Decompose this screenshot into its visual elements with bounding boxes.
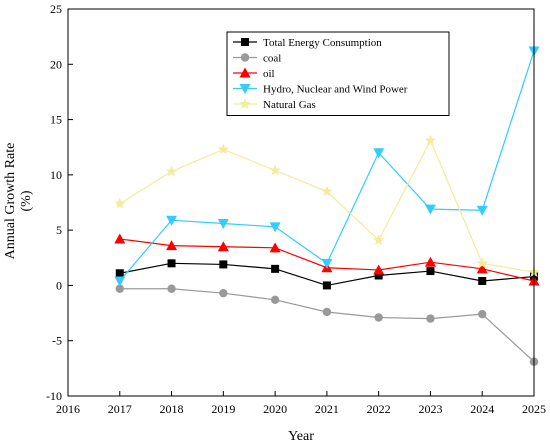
legend-label: oil [263,68,275,80]
data-point [322,281,331,290]
legend-box [226,31,450,116]
data-point [424,134,437,146]
legend-marker [241,38,249,46]
data-point [115,269,124,278]
legend-label: coal [263,53,281,65]
data-point [374,313,383,322]
data-point [476,257,488,269]
data-point [426,267,435,276]
y-tick-label: 5 [56,223,62,237]
data-point [115,284,124,293]
legend-label: Hydro, Nuclear and Wind Power [263,84,408,96]
data-point [322,307,332,317]
data-point [166,240,178,251]
x-tick-label: 2024 [470,402,494,416]
data-point [166,215,178,226]
data-point [373,148,385,159]
y-axis-title: Annual Growth Rate [3,143,18,260]
data-point [426,314,435,323]
y-tick-label: -10 [46,389,62,403]
data-point [269,164,281,176]
data-point [270,295,280,305]
data-point [114,276,126,287]
x-tick-label: 2018 [160,402,184,416]
x-tick-label: 2016 [56,402,80,416]
series-1 [115,284,539,366]
legend-entry: Total Energy Consumption [233,37,382,49]
y-tick-label: 0 [56,278,62,292]
y-tick-label: 25 [50,2,62,16]
x-axis-title: Year [288,429,314,444]
data-point [271,264,280,273]
data-point [217,143,230,155]
data-point [217,219,229,230]
data-point [114,197,126,209]
data-point [321,258,333,269]
x-tick-label: 2019 [211,402,235,416]
x-tick-label: 2023 [418,402,442,416]
series-4 [114,134,540,278]
series-line [119,139,535,273]
plot-frame [67,8,535,397]
data-point [167,259,176,268]
series-layer [114,46,540,366]
legend-entry: Natural Gas [233,98,316,111]
legend-marker [239,84,251,94]
data-point [478,309,487,319]
x-tick-label: 2022 [367,402,391,416]
y-tick-label: -5 [52,334,62,348]
data-point [372,234,385,245]
data-point [217,241,229,252]
y-tick-label: 20 [50,57,62,71]
axes-layer: 2016 2017 2018 2019 2020 2021 2022 2023 2024 2025… [46,2,546,416]
legend-marker [239,67,251,78]
data-point [476,263,488,274]
data-point [478,277,487,286]
data-point [219,260,228,269]
data-point [476,205,488,216]
x-tick-label: 2020 [263,402,287,416]
data-point [269,222,281,233]
data-point [219,288,228,298]
legend-marker [240,53,250,62]
legend-label: Natural Gas [263,99,316,111]
data-point [373,264,385,275]
y-axis-unit: (%) [19,190,34,211]
legend-entry: oil [233,67,275,80]
legend-entry: Hydro, Nuclear and Wind Power [233,84,408,96]
legend: Total Energy Consumption coal oil Hydro, Nu… [226,31,450,116]
data-point [114,233,126,244]
series-line [119,288,535,363]
legend-label: Total Energy Consumption [263,37,382,49]
data-point [167,284,176,293]
x-tick-label: 2025 [522,402,546,416]
data-point [165,165,178,177]
y-tick-label: 10 [50,168,62,182]
data-point [269,242,281,253]
data-point [424,204,436,215]
data-point [374,271,383,280]
y-tick-label: 15 [50,113,62,127]
data-point [424,256,436,267]
x-tick-label: 2017 [108,402,132,416]
legend-marker [239,98,251,109]
x-tick-label: 2021 [315,402,339,416]
data-point [321,185,333,197]
legend-entry: coal [233,53,281,65]
